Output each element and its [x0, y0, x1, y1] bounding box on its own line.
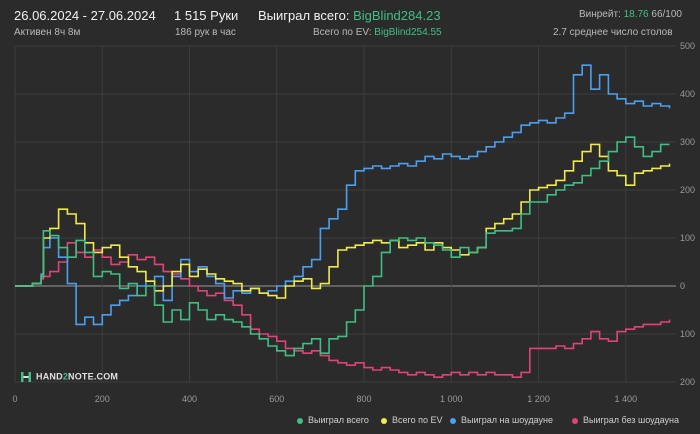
non-showdown-line: [15, 242, 671, 378]
legend-showdown-label: Выиграл на шоудауне: [461, 415, 553, 425]
winrate-value: 18.76: [623, 9, 649, 20]
total-won-label: Выиграл всего:: [258, 8, 350, 23]
legend-ev-label: Всего по EV: [392, 415, 443, 425]
legend-ev-swatch: [381, 417, 387, 424]
legend-showdown[interactable]: Выиграл на шоудауне: [450, 415, 553, 425]
x-tick-label: 200: [95, 394, 110, 404]
logo-text-b: 2: [62, 371, 69, 382]
y-tick-label: 300: [680, 137, 695, 147]
y-tick-label: 500: [680, 41, 695, 51]
total-ev-label: Всего по EV:: [313, 27, 372, 38]
x-tick-label: 400: [182, 394, 197, 404]
y-tick-label: 100: [680, 233, 695, 243]
y-tick-label: 400: [680, 89, 695, 99]
hand2note-logo: HAND2NOTE.COM: [20, 371, 118, 383]
legend-won-label: Выиграл всего: [308, 415, 369, 425]
won-line: [15, 136, 670, 357]
winrate: Винрейт: 18.76 66/100: [579, 9, 682, 20]
legend-showdown-swatch: [450, 417, 456, 424]
hands-per-hour: 186 рук в час: [175, 27, 236, 38]
showdown-line: [15, 64, 671, 326]
x-tick-label: 1 400: [615, 394, 638, 404]
y-tick-label: 200: [680, 185, 695, 195]
y-tick-label: 0: [680, 281, 685, 291]
ev-line: [15, 143, 671, 299]
legend-won-swatch: [297, 417, 303, 424]
legend-non-showdown[interactable]: Выиграл без шоудауна: [572, 415, 679, 425]
legend-non-showdown-label: Выиграл без шоудауна: [583, 415, 679, 425]
logo-text-a: HAND: [36, 371, 63, 382]
summary-header: 26.06.2024 - 27.06.2024 Активен 8ч 8м 1 …: [0, 0, 700, 44]
x-tick-label: 600: [269, 394, 284, 404]
x-tick-label: 1 000: [440, 394, 463, 404]
date-range: 26.06.2024 - 27.06.2024: [14, 8, 156, 23]
total-ev-value: BigBlind254.55: [374, 27, 442, 38]
legend-non-showdown-swatch: [572, 417, 578, 424]
total-ev: Всего по EV: BigBlind254.55: [313, 27, 442, 38]
x-tick-label: 0: [12, 394, 17, 404]
y-tick-label: 100: [680, 329, 695, 339]
avg-tables: 2.7 среднее число столов: [553, 27, 673, 38]
legend-ev[interactable]: Всего по EV: [381, 415, 442, 425]
x-tick-label: 1 200: [527, 394, 550, 404]
hand2note-logo-icon: [21, 372, 31, 382]
winrate-label: Винрейт:: [578, 9, 621, 20]
legend-won[interactable]: Выиграл всего: [297, 415, 369, 425]
total-won: Выиграл всего: BigBlind284.23: [258, 8, 441, 23]
logo-text-c: NOTE.COM: [68, 371, 119, 382]
x-tick-label: 800: [357, 394, 372, 404]
active-time: Активен 8ч 8м: [14, 27, 81, 38]
winrate-suffix: 66/100: [651, 9, 682, 20]
hands-count: 1 515 Руки: [174, 8, 239, 23]
y-tick-label: 200: [680, 377, 695, 387]
total-won-value: BigBlind284.23: [353, 8, 441, 23]
